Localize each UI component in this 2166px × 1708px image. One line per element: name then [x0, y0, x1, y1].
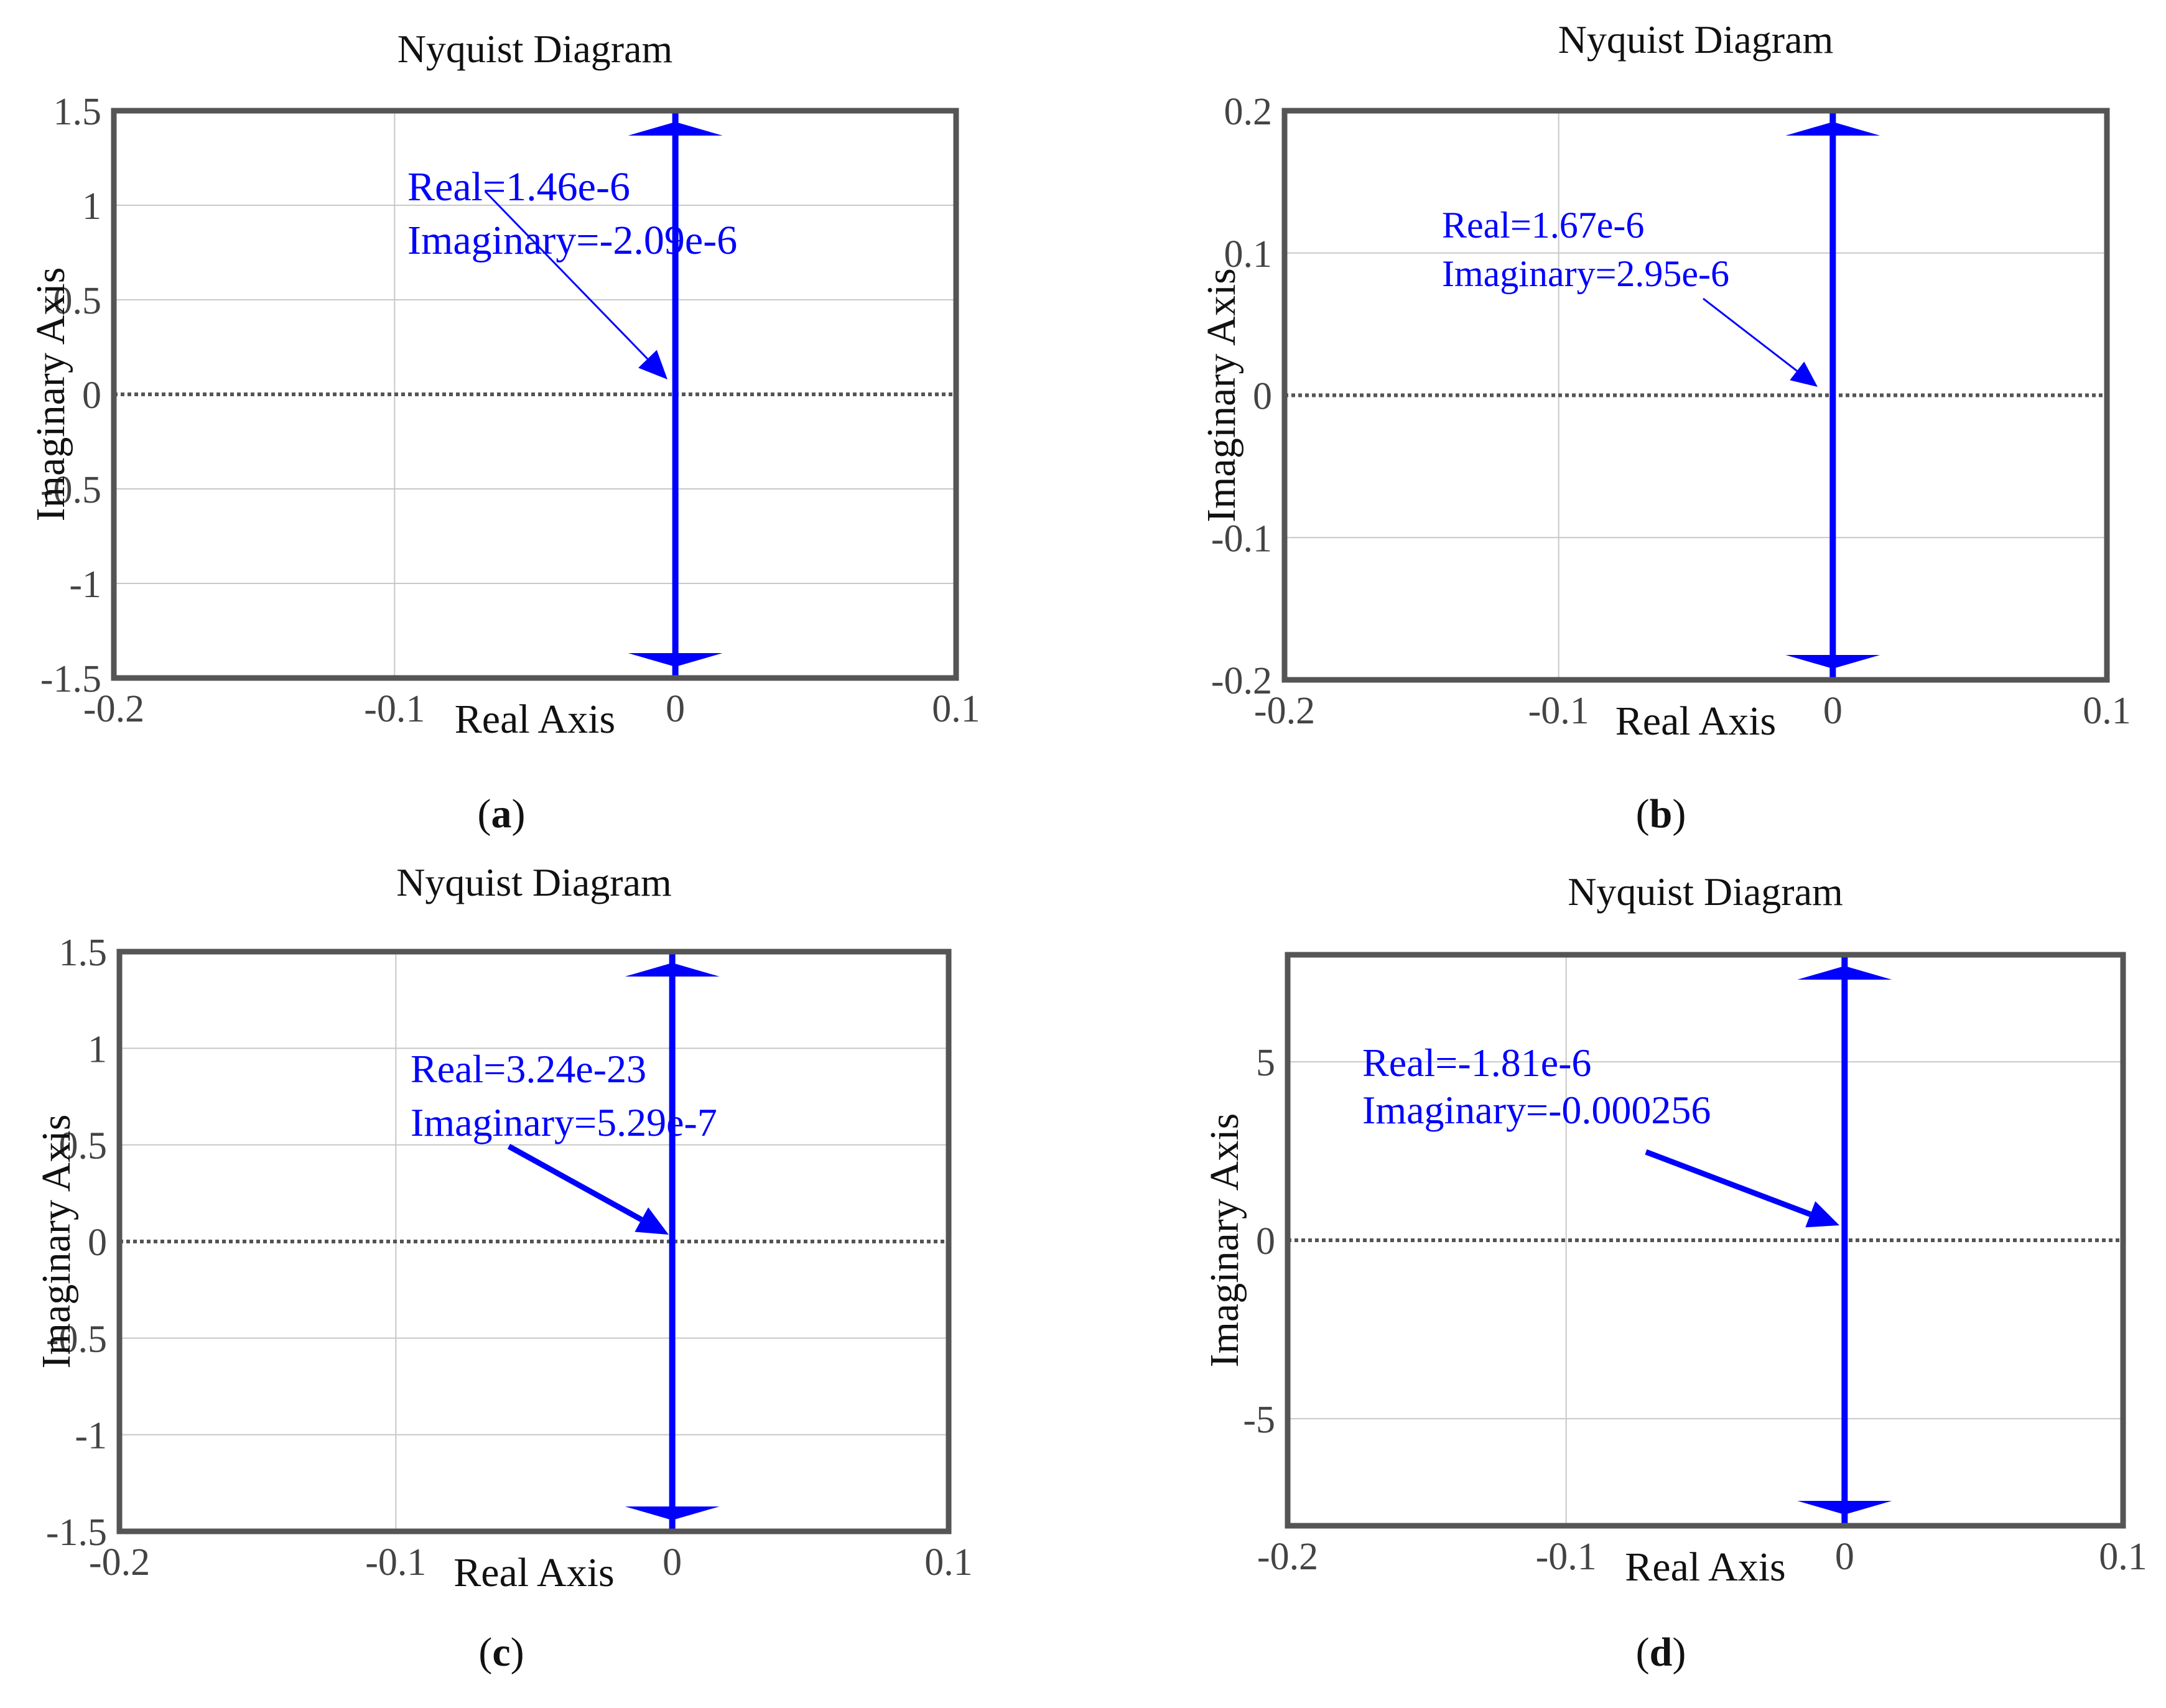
- x-tick-label: 0: [666, 688, 685, 730]
- chart-title: Nyquist Diagram: [1568, 870, 1843, 914]
- y-tick-label: 1: [82, 185, 101, 228]
- y-tick-label: -0.1: [1211, 518, 1272, 560]
- panel-caption: (c): [478, 1630, 524, 1675]
- panel-label: c: [492, 1630, 510, 1675]
- axes-frame: [1285, 952, 2126, 1529]
- curve-arrowhead-top: [1797, 966, 1892, 980]
- x-tick-label: -0.2: [89, 1541, 150, 1584]
- annotation-imag-text: Imaginary=2.95e-6: [1442, 253, 1729, 294]
- y-tick-label: 0.5: [59, 1125, 108, 1167]
- y-tick-label: -1.5: [46, 1511, 107, 1554]
- y-tick-label: 0.2: [1224, 91, 1273, 133]
- y-tick-label: 1.5: [59, 932, 108, 974]
- y-axis-label: Imaginary Axis: [28, 267, 73, 522]
- axes-frame: [116, 949, 952, 1534]
- x-tick-label: 0.1: [932, 688, 980, 730]
- curve-arrowhead-bottom: [1797, 1501, 1892, 1515]
- curve-arrowhead-bottom: [625, 1506, 720, 1520]
- x-tick-label: 0.1: [2083, 690, 2131, 732]
- annotation-imag-text: Imaginary=-2.09e-6: [407, 218, 737, 263]
- annotation-real-text: Real=3.24e-23: [411, 1047, 646, 1091]
- annotation-arrow: [484, 190, 649, 360]
- y-tick-label: 0: [1256, 1220, 1275, 1263]
- panel-label: a: [491, 791, 512, 837]
- y-tick-label: 1.5: [53, 91, 102, 133]
- x-tick-label: -0.1: [1528, 690, 1589, 732]
- annotation-arrowhead: [1805, 1201, 1839, 1228]
- x-tick-label: 0.1: [924, 1541, 973, 1584]
- annotation-real-text: Real=-1.81e-6: [1362, 1041, 1591, 1085]
- y-tick-label: -0.2: [1211, 660, 1272, 702]
- x-axis-label: Real Axis: [1625, 1544, 1786, 1590]
- x-axis-label: Real Axis: [455, 697, 616, 742]
- axes-frame: [1281, 108, 2110, 683]
- x-tick-label: -0.2: [1254, 690, 1315, 732]
- nyquist-panel-c: -0.2 -0.1 0 0.1 -1.5 -1 -0.5 0 0.5 1 1.5 Nyquist Di…: [34, 860, 973, 1675]
- annotation-arrow: [1645, 1149, 1811, 1217]
- y-tick-label: -1: [69, 564, 101, 606]
- curve-arrowhead-top: [625, 963, 720, 977]
- annotation-real-text: Real=1.67e-6: [1442, 205, 1644, 246]
- x-tick-label: -0.2: [83, 688, 144, 730]
- y-tick-label: -0.5: [40, 469, 101, 511]
- panel-caption: (a): [478, 791, 526, 837]
- curve-arrowhead-bottom: [1785, 655, 1880, 669]
- x-tick-label: 0: [662, 1541, 682, 1584]
- chart-title: Nyquist Diagram: [397, 27, 673, 71]
- y-tick-label: 0: [88, 1222, 107, 1264]
- x-tick-label: 0: [1823, 690, 1843, 732]
- chart-title: Nyquist Diagram: [396, 860, 672, 904]
- x-tick-label: -0.1: [365, 1541, 426, 1584]
- x-tick-label: 0: [1835, 1536, 1854, 1578]
- y-tick-label: 0.1: [1224, 233, 1273, 276]
- x-axis-label: Real Axis: [453, 1550, 615, 1595]
- y-axis-label: Imaginary Axis: [1202, 1113, 1247, 1368]
- y-tick-label: 0: [1253, 376, 1272, 418]
- y-tick-label: -0.5: [46, 1318, 107, 1360]
- nyquist-panel-d: -0.2 -0.1 0 0.1 -5 0 5 Nyquist Diagram Real Axis…: [1202, 870, 2147, 1675]
- annotation-real-text: Real=1.46e-6: [407, 164, 630, 210]
- panel-caption: (b): [1636, 791, 1686, 837]
- panel-label: d: [1650, 1630, 1673, 1675]
- panel-caption: (d): [1636, 1630, 1686, 1675]
- annotation-arrow: [507, 1144, 643, 1222]
- curve-arrowhead-top: [1785, 122, 1880, 136]
- panel-label: b: [1650, 791, 1673, 837]
- curve-arrowhead-bottom: [628, 653, 723, 667]
- annotation-arrowhead: [634, 1207, 669, 1235]
- annotation-arrowhead: [1790, 361, 1818, 387]
- x-tick-label: -0.1: [364, 688, 425, 730]
- x-tick-label: 0.1: [2099, 1536, 2147, 1578]
- x-tick-label: -0.1: [1536, 1536, 1597, 1578]
- annotation-imag-text: Imaginary=5.29e-7: [411, 1100, 717, 1144]
- annotation-arrowhead: [638, 350, 667, 379]
- y-axis-label: Imaginary Axis: [34, 1115, 79, 1369]
- y-tick-label: 0.5: [53, 280, 102, 322]
- y-tick-label: 0: [82, 374, 101, 417]
- y-axis-label: Imaginary Axis: [1199, 268, 1244, 522]
- nyquist-panel-a: -0.2 -0.1 0 0.1 -1.5 -1 -0.5 0 0.5 1 1.5 Nyquist Di…: [28, 27, 980, 837]
- y-tick-label: 5: [1256, 1042, 1275, 1084]
- curve-arrowhead-top: [628, 122, 723, 136]
- axes-frame: [111, 108, 959, 681]
- chart-title: Nyquist Diagram: [1558, 17, 1834, 62]
- y-tick-label: 1: [88, 1028, 107, 1070]
- nyquist-panel-b: -0.2 -0.1 0 0.1 -0.2 -0.1 0 0.1 0.2 Nyquist Diagr…: [1199, 17, 2131, 837]
- x-tick-label: -0.2: [1257, 1536, 1318, 1578]
- annotation-imag-text: Imaginary=-0.000256: [1362, 1088, 1711, 1132]
- y-tick-label: -1: [75, 1415, 107, 1457]
- y-tick-label: -1.5: [40, 658, 101, 700]
- x-axis-label: Real Axis: [1615, 699, 1777, 744]
- annotation-arrow: [1703, 297, 1798, 372]
- y-tick-label: -5: [1243, 1399, 1275, 1441]
